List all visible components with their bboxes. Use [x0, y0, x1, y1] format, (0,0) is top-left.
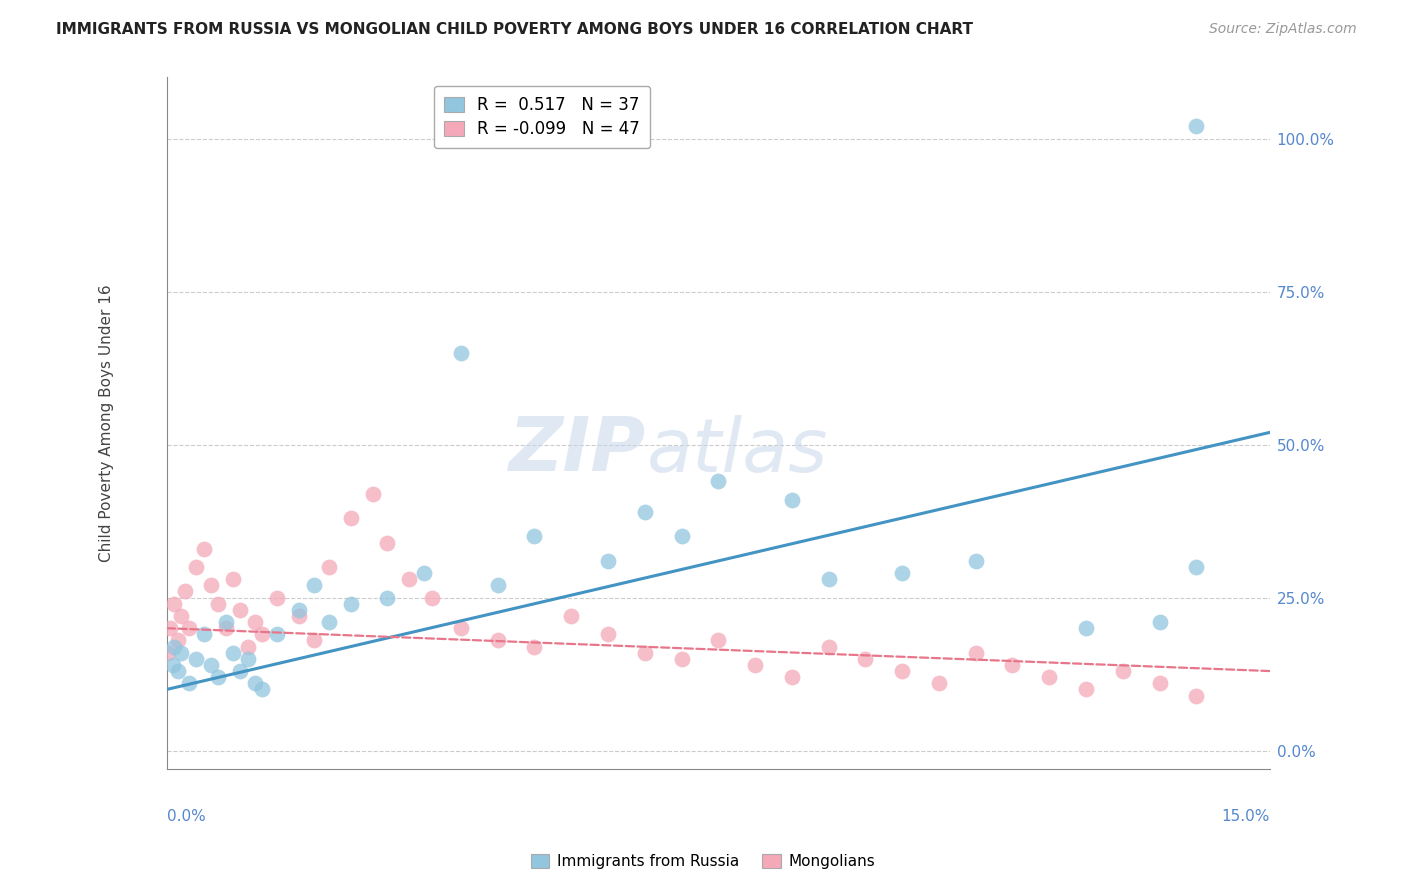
- Point: [157, 646, 180, 660]
- Point: [266, 627, 288, 641]
- Point: [339, 511, 361, 525]
- Point: [200, 578, 222, 592]
- Point: [302, 633, 325, 648]
- Point: [560, 609, 582, 624]
- Point: [377, 535, 399, 549]
- Point: [634, 646, 657, 660]
- Point: [928, 676, 950, 690]
- Point: [744, 657, 766, 672]
- Text: 0.0%: 0.0%: [167, 809, 205, 823]
- Point: [186, 560, 208, 574]
- Point: [1074, 621, 1097, 635]
- Point: [266, 591, 288, 605]
- Point: [177, 621, 200, 635]
- Point: [377, 591, 399, 605]
- Point: [1038, 670, 1060, 684]
- Point: [222, 572, 245, 586]
- Point: [214, 621, 236, 635]
- Point: [450, 346, 472, 360]
- Point: [163, 597, 186, 611]
- Point: [222, 646, 245, 660]
- Point: [1185, 560, 1208, 574]
- Point: [170, 646, 193, 660]
- Text: atlas: atlas: [647, 415, 828, 487]
- Point: [361, 486, 384, 500]
- Point: [1001, 657, 1024, 672]
- Text: ZIP: ZIP: [509, 415, 647, 487]
- Point: [229, 664, 252, 678]
- Point: [193, 541, 215, 556]
- Point: [398, 572, 420, 586]
- Point: [450, 621, 472, 635]
- Point: [243, 615, 266, 629]
- Point: [780, 670, 803, 684]
- Point: [339, 597, 361, 611]
- Text: IMMIGRANTS FROM RUSSIA VS MONGOLIAN CHILD POVERTY AMONG BOYS UNDER 16 CORRELATIO: IMMIGRANTS FROM RUSSIA VS MONGOLIAN CHIL…: [56, 22, 973, 37]
- Point: [163, 640, 186, 654]
- Point: [486, 578, 509, 592]
- Point: [159, 621, 181, 635]
- Point: [252, 627, 274, 641]
- Point: [486, 633, 509, 648]
- Point: [186, 652, 208, 666]
- Point: [965, 554, 987, 568]
- Point: [318, 615, 340, 629]
- Point: [420, 591, 443, 605]
- Point: [891, 566, 914, 581]
- Point: [596, 627, 619, 641]
- Point: [236, 640, 259, 654]
- Point: [817, 640, 839, 654]
- Point: [166, 633, 188, 648]
- Legend: Immigrants from Russia, Mongolians: Immigrants from Russia, Mongolians: [524, 848, 882, 875]
- Point: [1185, 689, 1208, 703]
- Point: [177, 676, 200, 690]
- Point: [671, 652, 693, 666]
- Point: [634, 505, 657, 519]
- Point: [214, 615, 236, 629]
- Text: Child Poverty Among Boys Under 16: Child Poverty Among Boys Under 16: [98, 285, 114, 562]
- Point: [170, 609, 193, 624]
- Point: [523, 529, 546, 543]
- Text: 15.0%: 15.0%: [1222, 809, 1270, 823]
- Point: [288, 609, 311, 624]
- Point: [318, 560, 340, 574]
- Point: [162, 657, 184, 672]
- Point: [965, 646, 987, 660]
- Point: [166, 664, 188, 678]
- Point: [1149, 676, 1171, 690]
- Point: [707, 475, 730, 489]
- Point: [780, 492, 803, 507]
- Point: [1185, 120, 1208, 134]
- Point: [252, 682, 274, 697]
- Point: [413, 566, 436, 581]
- Point: [200, 657, 222, 672]
- Point: [707, 633, 730, 648]
- Point: [853, 652, 876, 666]
- Point: [207, 597, 229, 611]
- Point: [302, 578, 325, 592]
- Point: [236, 652, 259, 666]
- Point: [174, 584, 197, 599]
- Point: [1074, 682, 1097, 697]
- Point: [817, 572, 839, 586]
- Point: [207, 670, 229, 684]
- Point: [1149, 615, 1171, 629]
- Point: [229, 603, 252, 617]
- Legend: R =  0.517   N = 37, R = -0.099   N = 47: R = 0.517 N = 37, R = -0.099 N = 47: [434, 86, 650, 148]
- Point: [193, 627, 215, 641]
- Point: [1112, 664, 1135, 678]
- Text: Source: ZipAtlas.com: Source: ZipAtlas.com: [1209, 22, 1357, 37]
- Point: [596, 554, 619, 568]
- Point: [288, 603, 311, 617]
- Point: [523, 640, 546, 654]
- Point: [243, 676, 266, 690]
- Point: [671, 529, 693, 543]
- Point: [891, 664, 914, 678]
